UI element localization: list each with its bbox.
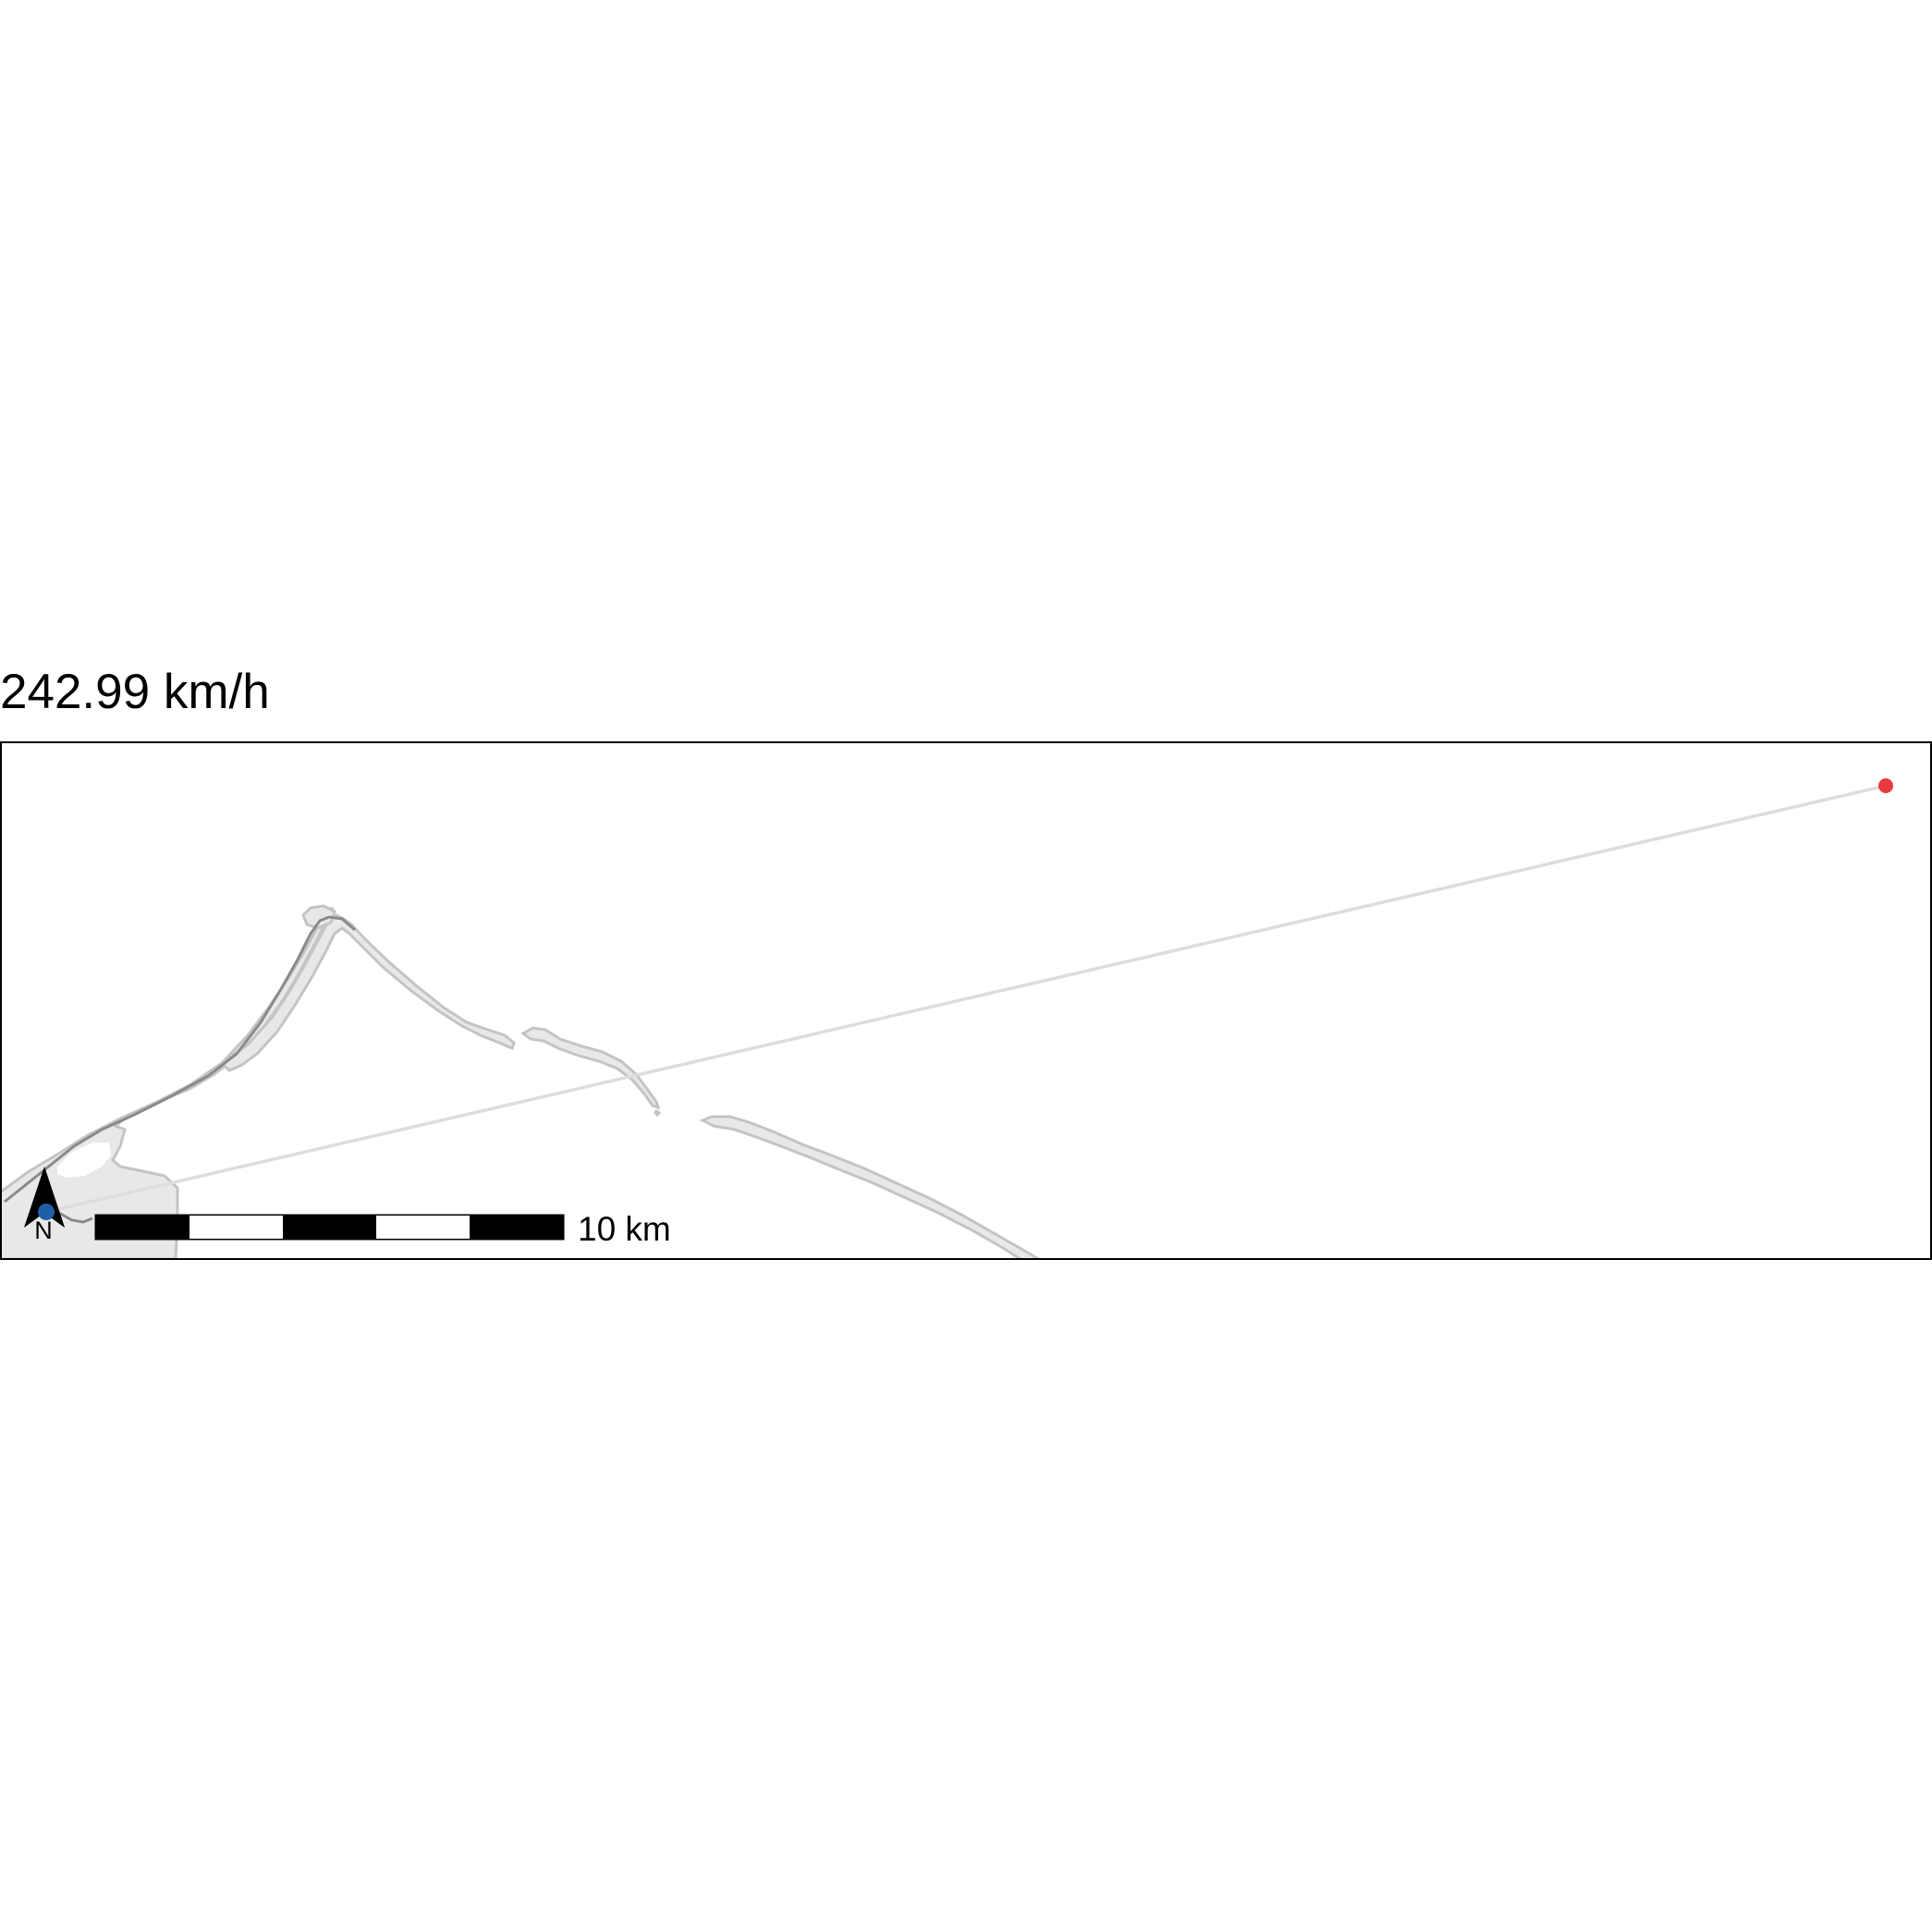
scale-bar: 10 km bbox=[94, 1210, 671, 1248]
scale-bar-segment bbox=[96, 1216, 190, 1239]
upper-spit bbox=[219, 913, 516, 1072]
middle-spit bbox=[520, 1026, 661, 1110]
road-line-2 bbox=[55, 1209, 93, 1224]
map-title: 242.99 km/h bbox=[0, 665, 270, 719]
coastline-layer bbox=[1, 904, 1042, 1259]
scale-bar-segment bbox=[283, 1216, 376, 1239]
map-panel: N 10 km bbox=[1, 778, 1893, 1259]
lagoon-water bbox=[57, 1143, 111, 1178]
map-panel-border bbox=[0, 741, 1932, 1260]
middle-spit-dot bbox=[654, 1108, 662, 1118]
scale-bar-segment bbox=[190, 1216, 283, 1239]
track-line bbox=[45, 784, 1887, 1214]
north-arrow: N bbox=[24, 1167, 65, 1244]
lower-spit bbox=[699, 1115, 1042, 1259]
track-end-point bbox=[1878, 778, 1893, 793]
north-arrow-label: N bbox=[34, 1217, 53, 1244]
scale-bar-label: 10 km bbox=[578, 1210, 671, 1248]
scale-bar-segment bbox=[470, 1216, 563, 1239]
scale-bar-segment bbox=[376, 1216, 470, 1239]
road-line bbox=[4, 915, 356, 1204]
track-start-point bbox=[38, 1204, 55, 1220]
